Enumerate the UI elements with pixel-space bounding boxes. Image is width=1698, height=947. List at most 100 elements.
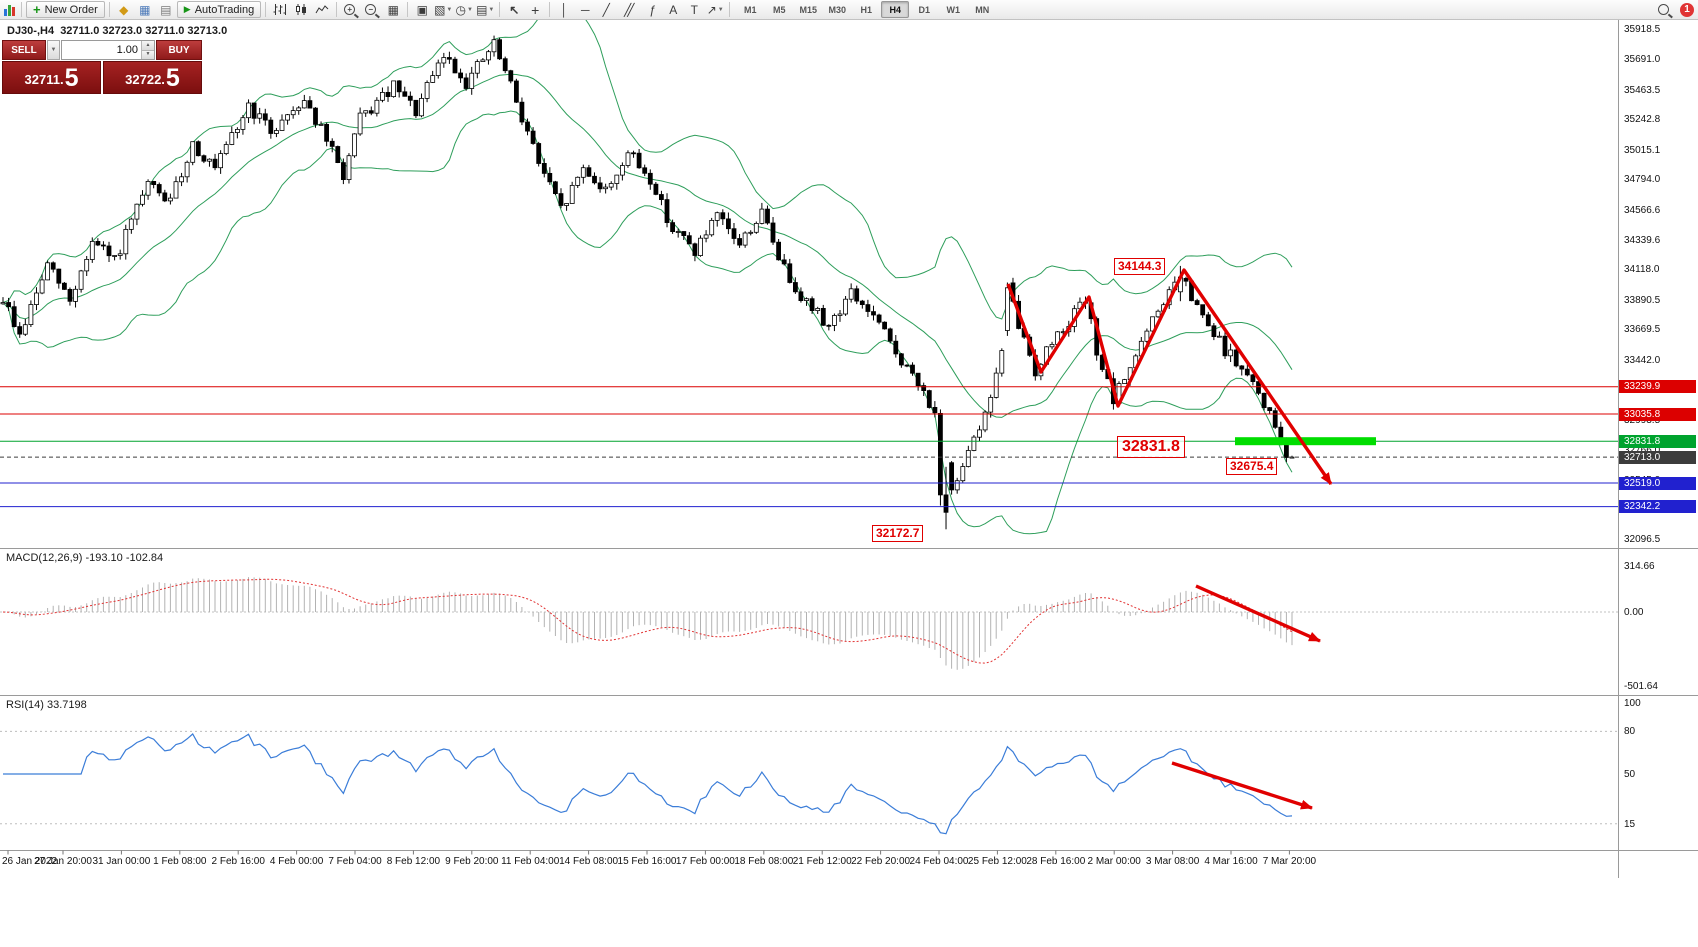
time-axis-label: 3 Mar 08:00 (1145, 856, 1200, 867)
candlestick-series (0, 35, 1295, 530)
time-axis-label: 28 Feb 16:00 (1026, 856, 1086, 867)
time-axis-label: 14 Feb 08:00 (559, 856, 619, 867)
toolbar-separator (265, 2, 267, 17)
timeframe-m1[interactable]: M1 (743, 4, 757, 15)
sell-price-button[interactable]: 32711. 5 (2, 61, 101, 94)
support-highlight-bar[interactable] (1235, 437, 1376, 446)
price-level-tag: 33239.9 (1619, 380, 1696, 394)
timeframe-h1[interactable]: H1 (860, 4, 872, 15)
trendline-tool-icon[interactable]: ╱ (602, 2, 610, 17)
macd-axis-label: 314.66 (1624, 560, 1655, 572)
vertical-line-tool-icon[interactable]: │ (560, 2, 568, 17)
toolbar-separator (336, 2, 338, 17)
text-label-tool-icon[interactable]: T (690, 2, 698, 17)
autotrading-label: AutoTrading (194, 3, 255, 16)
price-axis-label: 32096.5 (1624, 534, 1661, 546)
price-annotation[interactable]: 32675.4 (1226, 458, 1278, 475)
candlestick-chart-icon[interactable] (291, 1, 311, 18)
timeframe-d1[interactable]: D1 (918, 4, 930, 15)
rsi-axis-label: 50 (1624, 769, 1636, 780)
search-icon[interactable] (1655, 1, 1675, 18)
time-axis-label: 11 Feb 04:00 (501, 856, 560, 867)
time-axis-label: 7 Feb 04:00 (328, 856, 382, 867)
cascade-windows-icon[interactable]: ▣ (416, 2, 428, 17)
time-axis-label: 18 Feb 08:00 (734, 856, 794, 867)
time-axis-label: 24 Feb 04:00 (909, 856, 969, 867)
trend-arrow-macd-down[interactable] (1195, 584, 1321, 643)
line-chart-icon[interactable] (312, 1, 332, 18)
price-annotation[interactable]: 34144.3 (1114, 258, 1166, 275)
price-level-tag: 32831.8 (1619, 434, 1696, 448)
bar-chart-icon[interactable] (270, 1, 290, 18)
price-annotation[interactable]: 32172.7 (872, 525, 924, 542)
time-axis-label: 31 Jan 00:00 (92, 856, 151, 867)
chevron-down-icon: ▼ (446, 6, 453, 13)
volume-stepper: ▲ ▼ (141, 41, 154, 59)
chart-canvas[interactable] (0, 20, 1698, 947)
cursor-icon[interactable]: ↖ (509, 2, 520, 17)
buy-price-button[interactable]: 32722. 5 (103, 61, 202, 94)
trade-panel-price-row: 32711. 5 32722. 5 (2, 61, 202, 94)
price-annotation[interactable]: 32831.8 (1117, 436, 1185, 458)
toolbar-separator (549, 2, 551, 17)
time-axis-label: 27 Jan 20:00 (34, 856, 92, 867)
timeframe-mn[interactable]: MN (975, 4, 990, 15)
timeframe-m30[interactable]: M30 (828, 4, 846, 15)
new-chart-icon[interactable]: ▧ ▼ (433, 1, 453, 18)
chart-period-icon[interactable]: ◷ ▼ (454, 1, 474, 18)
trend-arrow-rsi-down[interactable] (1171, 761, 1313, 810)
text-tool-icon[interactable]: A (669, 2, 678, 17)
app-logo-icon (4, 3, 15, 16)
tile-windows-icon[interactable]: ▦ (387, 2, 399, 17)
macd-signal-line (2, 578, 1293, 664)
trend-arrow-price-zigzag[interactable] (1006, 268, 1333, 485)
arrow-tools-icon[interactable]: ↗ ▼ (705, 1, 725, 18)
terminal-icon[interactable]: ▦ (139, 2, 151, 17)
fibonacci-tool-icon[interactable]: ƒ (648, 2, 656, 17)
price-axis-label: 34794.0 (1624, 174, 1661, 186)
price-axis-label: 35242.8 (1624, 114, 1661, 126)
sell-button[interactable]: SELL (2, 40, 46, 60)
time-axis-label: 4 Feb 00:00 (269, 856, 324, 867)
macd-histogram (8, 577, 1293, 670)
timeframe-m15[interactable]: M15 (799, 4, 817, 15)
rsi-line (3, 733, 1293, 835)
crosshair-icon[interactable]: + (531, 1, 540, 18)
autotrading-play-icon: ▶ (183, 4, 191, 14)
order-type-dropdown[interactable]: ▼ (47, 40, 60, 60)
chevron-down-icon: ▼ (50, 47, 57, 53)
channel-tool-icon[interactable]: ╱╱ (624, 2, 634, 17)
timeframe-w1[interactable]: W1 (946, 4, 960, 15)
price-axis-label: 33669.5 (1624, 324, 1661, 336)
toolbar-separator (21, 2, 22, 17)
notifications-badge[interactable]: 1 (1680, 2, 1694, 17)
volume-down-button[interactable]: ▼ (142, 50, 154, 59)
time-axis-label: 1 Feb 08:00 (153, 856, 207, 867)
volume-up-button[interactable]: ▲ (142, 41, 154, 51)
navigator-icon[interactable]: ▤ (160, 2, 172, 17)
price-axis-label: 32766.0 (1624, 445, 1660, 456)
volume-input[interactable] (62, 41, 141, 59)
new-order-button[interactable]: + New Order (26, 1, 105, 18)
sell-price-main: 32711. (24, 72, 64, 87)
timeframe-h4[interactable]: H4 (881, 1, 910, 18)
toolbar-separator (499, 2, 501, 17)
time-axis-label: 2 Mar 00:00 (1087, 856, 1141, 867)
one-click-trading-panel: SELL ▼ ▲ ▼ BUY 32711.5 32722.5 (2, 40, 202, 94)
time-axis-label: 15 Feb 16:00 (617, 856, 677, 867)
buy-button[interactable]: BUY (156, 40, 202, 60)
volume-box: ▲ ▼ (61, 40, 155, 60)
time-axis-label: 9 Feb 20:00 (445, 856, 499, 867)
rsi-axis-label: 15 (1624, 818, 1636, 830)
horizontal-line-tool-icon[interactable]: ─ (580, 2, 590, 17)
chevron-down-icon: ▼ (467, 6, 473, 13)
metaeditor-icon[interactable]: ◆ (119, 2, 129, 17)
zoom-in-icon[interactable]: + (341, 1, 361, 18)
autotrading-button[interactable]: ▶ AutoTrading (176, 1, 262, 18)
zoom-out-icon[interactable]: − (362, 1, 382, 18)
time-axis-label: 17 Feb 00:00 (675, 856, 735, 867)
templates-icon[interactable]: ▤ ▼ (475, 1, 495, 18)
timeframe-m5[interactable]: M5 (772, 4, 786, 15)
templates-glyph: ▤ (476, 2, 488, 17)
search-magnifier (1658, 4, 1669, 15)
